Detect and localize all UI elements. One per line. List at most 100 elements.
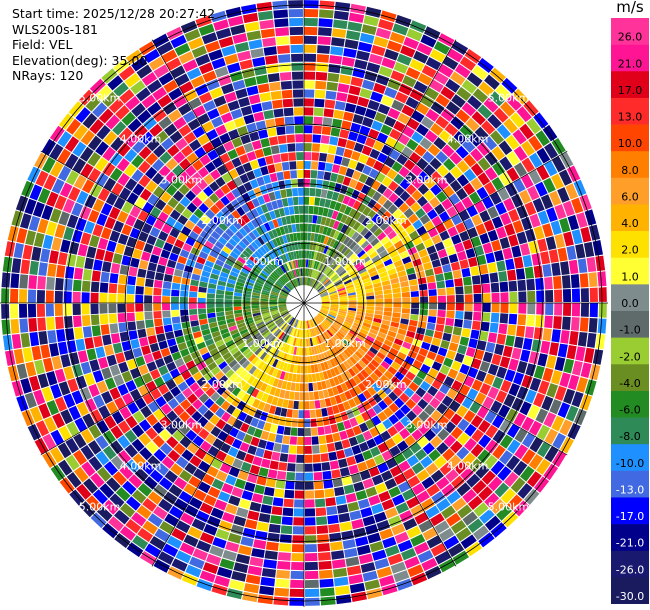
- gate-cell: [391, 282, 400, 289]
- gate-cell: [491, 414, 505, 429]
- gate-cell: [589, 224, 601, 241]
- gate-cell: [215, 124, 227, 136]
- gate-cell: [295, 383, 300, 392]
- gate-cell: [263, 315, 272, 321]
- gate-cell: [294, 116, 304, 125]
- gate-cell: [233, 117, 246, 128]
- gate-cell: [362, 342, 371, 350]
- gate-cell: [66, 118, 81, 135]
- gate-cell: [317, 253, 323, 262]
- gate-cell: [398, 460, 411, 473]
- gate-cell: [226, 180, 237, 191]
- gate-cell: [550, 370, 563, 385]
- gate-cell: [508, 383, 520, 397]
- gate-cell: [353, 481, 365, 492]
- gate-cell: [245, 247, 254, 256]
- gate-cell: [545, 290, 554, 303]
- gate-cell: [224, 120, 237, 132]
- gate-cell: [254, 148, 265, 159]
- gate-cell: [341, 120, 352, 131]
- gate-cell: [58, 425, 72, 442]
- gate-cell: [193, 208, 204, 219]
- colorbar-segment: [611, 257, 649, 285]
- gate-cell: [265, 55, 278, 65]
- gate-cell: [383, 339, 393, 347]
- gate-cell: [313, 472, 323, 481]
- gate-cell: [389, 347, 399, 356]
- gate-cell: [348, 208, 357, 218]
- gate-cell: [278, 543, 292, 552]
- gate-cell: [244, 21, 260, 32]
- gate-cell: [326, 269, 334, 277]
- gate-cell: [443, 434, 456, 448]
- gate-cell: [246, 385, 255, 395]
- gate-cell: [235, 281, 245, 287]
- gate-cell: [126, 496, 141, 511]
- gate-cell: [273, 259, 280, 267]
- gate-cell: [278, 266, 285, 275]
- colorbar-tick-label: -2.0: [619, 350, 640, 363]
- gate-cell: [177, 214, 188, 226]
- gate-cell: [225, 286, 234, 292]
- gate-cell: [495, 202, 507, 215]
- gate-cell: [149, 469, 164, 483]
- gate-cell: [388, 391, 399, 402]
- gate-cell: [152, 109, 167, 123]
- gate-cell: [238, 97, 250, 108]
- gate-cell: [328, 451, 338, 461]
- gate-cell: [199, 570, 216, 583]
- gate-cell: [451, 94, 466, 108]
- colorbar-segment: [611, 151, 649, 179]
- gate-cell: [379, 250, 389, 258]
- gate-cell: [315, 326, 320, 335]
- gate-cell: [206, 303, 215, 309]
- gate-cell: [424, 177, 436, 189]
- gate-cell: [279, 226, 286, 235]
- gate-cell: [424, 416, 437, 429]
- gate-cell: [382, 315, 392, 321]
- gate-cell: [24, 198, 37, 215]
- gate-cell: [284, 489, 295, 499]
- gate-cell: [274, 269, 282, 277]
- gate-cell: [137, 328, 147, 339]
- gate-cell: [451, 214, 463, 226]
- gate-cell: [451, 334, 461, 344]
- gate-cell: [60, 409, 73, 425]
- gate-cell: [349, 417, 359, 427]
- gate-cell: [304, 214, 309, 223]
- gate-cell: [434, 241, 445, 252]
- gate-cell: [329, 200, 337, 210]
- gate-cell: [423, 190, 435, 202]
- gate-cell: [344, 390, 353, 400]
- gate-cell: [147, 513, 163, 528]
- colorbar-segment: [611, 311, 649, 338]
- gate-cell: [376, 378, 386, 389]
- gate-cell: [479, 383, 491, 396]
- gate-cell: [522, 432, 536, 448]
- gate-cell: [254, 281, 264, 287]
- gate-cell: [305, 588, 320, 597]
- gate-cell: [465, 248, 476, 259]
- gate-cell: [210, 230, 221, 240]
- gate-cell: [37, 317, 47, 331]
- gate-cell: [327, 514, 339, 525]
- gate-cell: [360, 184, 371, 195]
- gate-cell: [117, 383, 129, 396]
- gate-cell: [209, 545, 224, 558]
- gate-cell: [269, 386, 277, 396]
- gate-cell: [58, 211, 70, 226]
- gate-cell: [190, 350, 201, 360]
- gate-cell: [276, 425, 285, 435]
- gate-cell: [431, 337, 442, 347]
- gate-cell: [418, 410, 430, 422]
- gate-cell: [427, 385, 439, 397]
- gate-cell: [463, 182, 476, 196]
- gate-cell: [128, 266, 138, 277]
- gate-cell: [182, 354, 193, 364]
- gate-cell: [467, 495, 483, 510]
- gate-cell: [334, 279, 342, 285]
- gate-cell: [445, 101, 461, 115]
- gate-cell: [300, 365, 304, 374]
- gate-cell: [521, 157, 535, 173]
- gate-cell: [317, 426, 325, 436]
